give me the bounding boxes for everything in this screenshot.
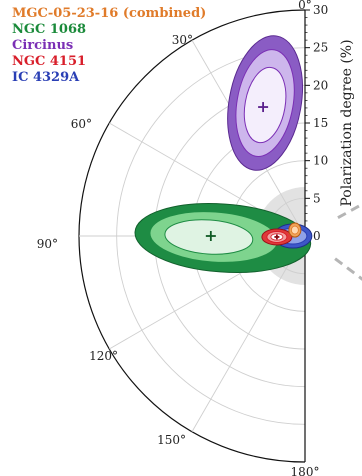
legend-entry-mgc: MGC-05-23-16 (combined) (12, 6, 207, 21)
angular-tick-label: 0° (298, 0, 312, 12)
legend: MGC-05-23-16 (combined) NGC 1068 Circinu… (12, 6, 206, 86)
legend-entry-ngc1068: NGC 1068 (12, 22, 87, 37)
jet-line-1 (334, 257, 362, 281)
radial-tick-label: 5 (313, 191, 321, 205)
angular-tick-label: 150° (157, 433, 186, 447)
circinus-contour-1 (243, 66, 287, 144)
radial-tick-label: 25 (313, 41, 328, 55)
radial-tick-label: 0 (313, 229, 321, 243)
mgc-contour-1 (290, 225, 299, 235)
legend-entry-ngc4151: NGC 4151 (12, 54, 87, 69)
legend-entry-ic4329a: IC 4329A (12, 70, 80, 85)
legend-entry-circinus: Circinus (12, 38, 74, 53)
radial-tick-label: 15 (313, 116, 328, 130)
grid-spoke-150 (191, 235, 306, 432)
radial-tick-label: 10 (313, 154, 328, 168)
contours (134, 35, 313, 273)
angular-tick-label: 60° (71, 117, 92, 131)
ngc1068-contour-1 (164, 219, 254, 255)
radial-axis-label: Polarization degree (%) (339, 39, 355, 206)
axis-labels: 0° 30° 60° 90° 120° 150° 180° 0 5 10 15 20 25 30 Polar… (37, 0, 355, 476)
radial-tick-label: 30 (313, 3, 328, 17)
angular-tick-label: 30° (172, 33, 193, 47)
angular-tick-label: 90° (37, 237, 58, 251)
angular-tick-label: 120° (89, 349, 118, 363)
angular-tick-label: 180° (291, 465, 320, 476)
radial-tick-label: 20 (313, 78, 328, 92)
